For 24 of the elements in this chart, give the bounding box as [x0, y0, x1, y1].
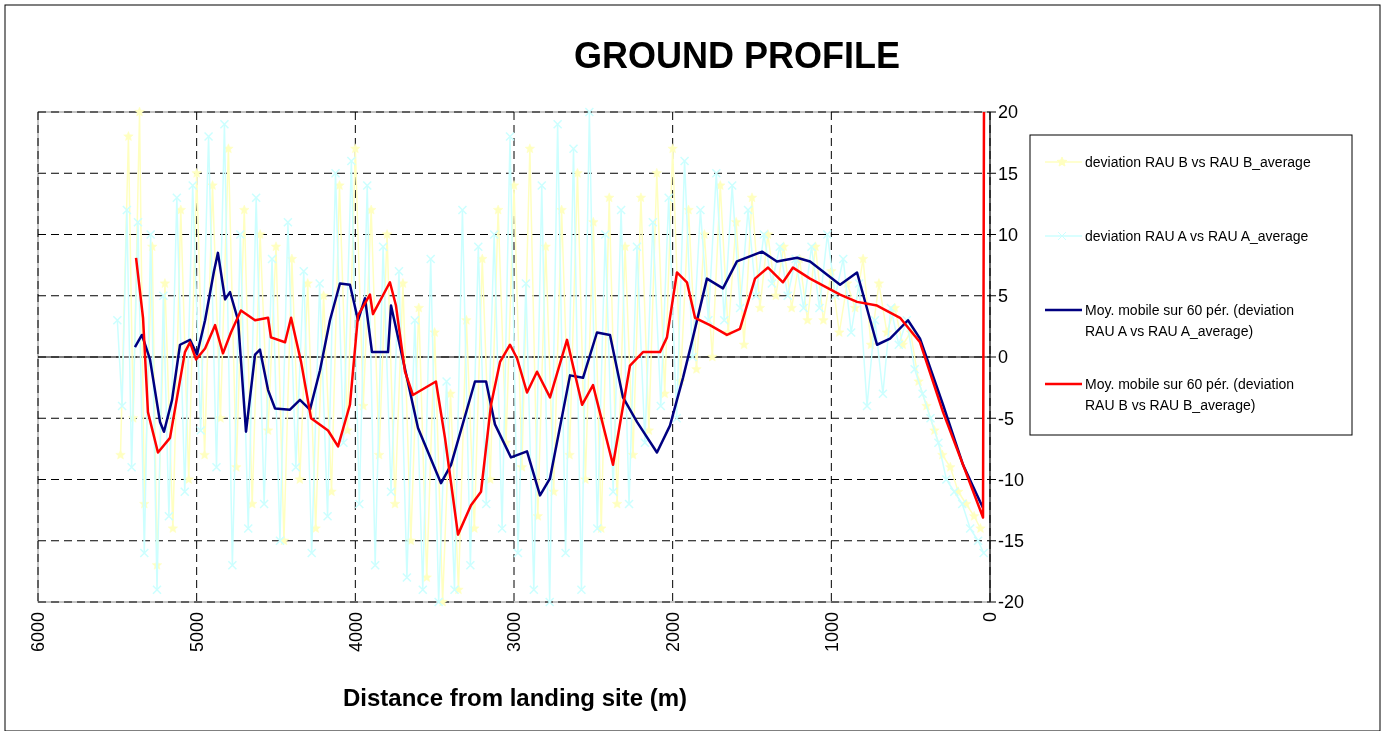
chart-title: GROUND PROFILE [573, 35, 901, 76]
y-tick-label: -20 [998, 592, 1025, 613]
y-tick-label: 20 [998, 102, 1019, 123]
y-tick-label: 0 [998, 347, 1009, 368]
y-tick-label: -5 [998, 408, 1015, 429]
x-tick-label: 0 [980, 612, 1001, 623]
x-tick-label: 3000 [504, 612, 525, 653]
x-tick-label: 4000 [345, 612, 366, 653]
y-tick-label: -15 [998, 531, 1025, 552]
legend-label: deviation RAU B vs RAU B_average [1085, 153, 1311, 170]
x-tick-label: 5000 [186, 612, 207, 653]
x-tick-label: 2000 [662, 612, 683, 653]
legend-label: Moy. mobile sur 60 pér. (deviation RAU B vs RAU B_average) [1085, 375, 1295, 413]
legend-label: Moy. mobile sur 60 pér. (deviation RAU A vs RAU A_average) [1085, 301, 1295, 339]
y-tick-label: 15 [998, 163, 1019, 184]
legend-label: deviation RAU A vs RAU A_average [1085, 227, 1309, 244]
x-tick-label: 1000 [821, 612, 842, 653]
line-series [134, 110, 986, 536]
y-tick-label: 10 [998, 224, 1019, 245]
y-tick-label: -10 [998, 469, 1025, 490]
x-axis-title: Distance from landing site (m) [342, 684, 688, 711]
y-tick-label: 5 [998, 286, 1009, 307]
line-series [133, 250, 985, 509]
x-tick-label: 6000 [28, 612, 49, 653]
